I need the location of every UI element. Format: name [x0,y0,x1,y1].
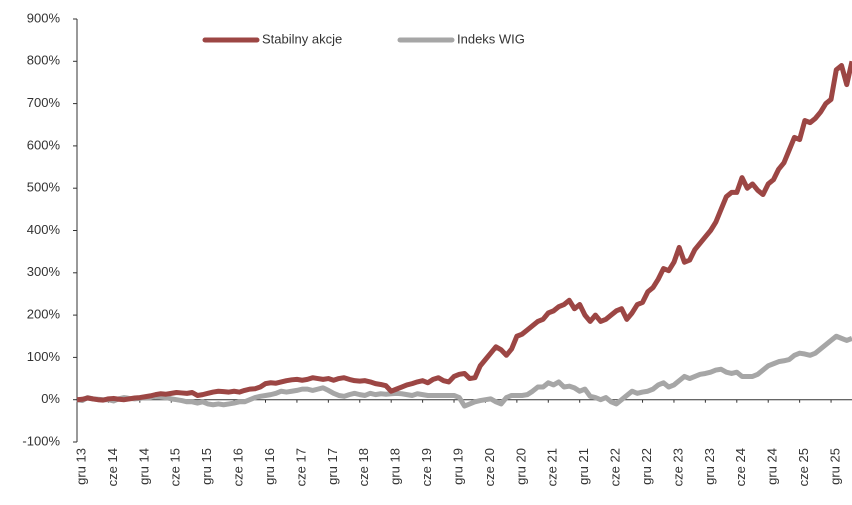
y-tick-label: 800% [27,53,61,68]
series-line [76,60,852,403]
x-tick-label: cze 25 [796,448,811,486]
x-tick-label: gru 18 [388,448,403,485]
x-tick-label: cze 21 [545,448,560,486]
x-tick-label: gru 14 [136,448,151,485]
y-tick-label: 0% [41,391,60,406]
y-tick-label: 200% [27,307,61,322]
x-tick-label: gru 24 [765,448,780,485]
y-tick-label: 900% [27,10,61,25]
x-tick-label: cze 20 [482,448,497,486]
y-tick-label: -100% [22,433,60,448]
x-tick-label: gru 20 [513,448,528,485]
x-tick-label: gru 23 [702,448,717,485]
y-tick-label: 100% [27,349,61,364]
series-line [76,333,852,409]
y-tick-label: 600% [27,137,61,152]
y-tick-label: 300% [27,264,61,279]
y-tick-label: 700% [27,95,61,110]
x-tick-label: cze 16 [231,448,246,486]
x-tick-label: gru 17 [325,448,340,485]
x-tick-label: cze 19 [419,448,434,486]
x-tick-label: cze 17 [293,448,308,486]
y-tick-label: 400% [27,222,61,237]
legend-label: Stabilny akcje [262,31,342,46]
x-tick-label: gru 16 [262,448,277,485]
x-tick-label: gru 22 [639,448,654,485]
x-tick-label: cze 18 [356,448,371,486]
x-tick-label: gru 19 [450,448,465,485]
x-tick-label: gru 21 [576,448,591,485]
legend-label: Indeks WIG [457,31,525,46]
x-tick-label: cze 14 [105,448,120,486]
x-tick-label: cze 22 [608,448,623,486]
x-tick-label: cze 23 [670,448,685,486]
y-tick-label: 500% [27,180,61,195]
x-tick-label: cze 15 [168,448,183,486]
x-tick-label: cze 24 [733,448,748,486]
x-tick-label: gru 13 [73,448,88,485]
x-tick-label: gru 25 [827,448,842,485]
x-tick-label: gru 15 [199,448,214,485]
